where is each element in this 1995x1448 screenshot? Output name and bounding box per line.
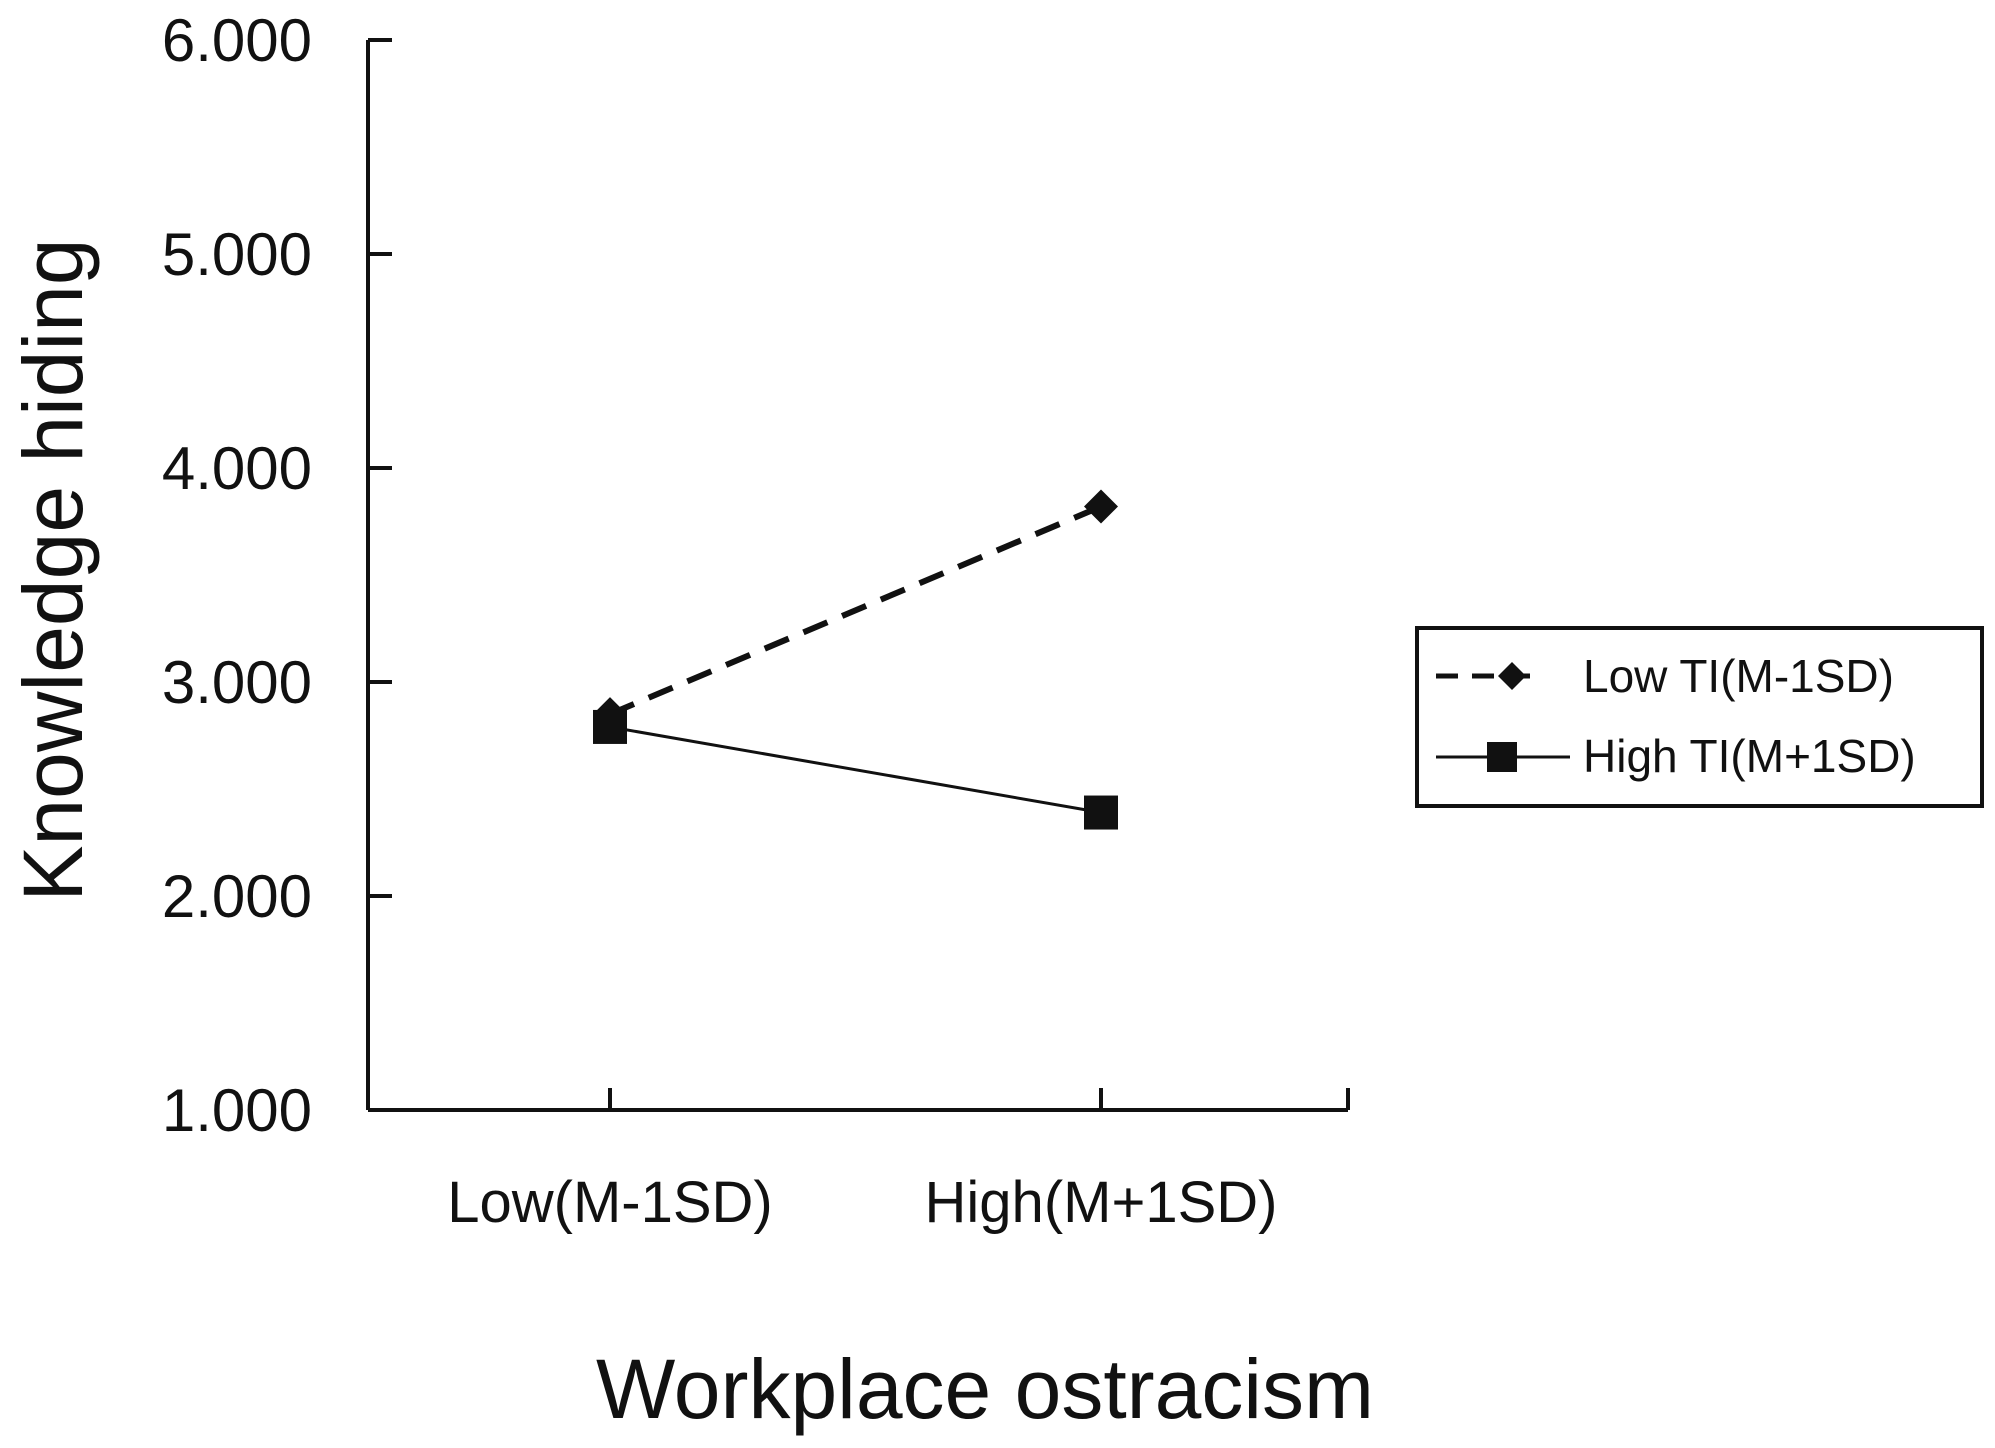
legend: Low TI(M-1SD) High TI(M+1SD) (1415, 626, 1984, 808)
legend-label-low-ti: Low TI(M-1SD) (1583, 650, 1894, 702)
y-tick-label: 5.000 (162, 221, 312, 288)
x-tick-label: High(M+1SD) (925, 1170, 1278, 1235)
legend-square-icon (1487, 742, 1517, 772)
y-axis-title: Knowledge hiding (6, 238, 100, 901)
x-ticks: Low(M-1SD) High(M+1SD) (447, 1088, 1277, 1235)
axes (366, 40, 1350, 1112)
series-line-0 (608, 503, 1103, 717)
y-tick-label: 1.000 (162, 1077, 312, 1144)
y-ticks: 1.000 2.000 3.000 4.000 5.000 6.000 (162, 7, 392, 1144)
y-tick-label: 4.000 (162, 435, 312, 502)
data-point-square (593, 709, 627, 744)
y-tick-label: 6.000 (162, 7, 312, 74)
y-tick-label: 3.000 (162, 649, 312, 716)
series-layer (593, 489, 1118, 830)
series-line-1 (609, 725, 1102, 815)
legend-label-high-ti: High TI(M+1SD) (1583, 730, 1916, 782)
data-point-square (1084, 795, 1118, 830)
data-point-diamond (1084, 489, 1118, 524)
x-axis-title: Workplace ostracism (596, 1342, 1374, 1436)
y-tick-label: 2.000 (162, 863, 312, 930)
legend-box (1415, 626, 1984, 808)
legend-diamond-icon (1498, 662, 1526, 690)
x-tick-label: Low(M-1SD) (447, 1170, 773, 1235)
